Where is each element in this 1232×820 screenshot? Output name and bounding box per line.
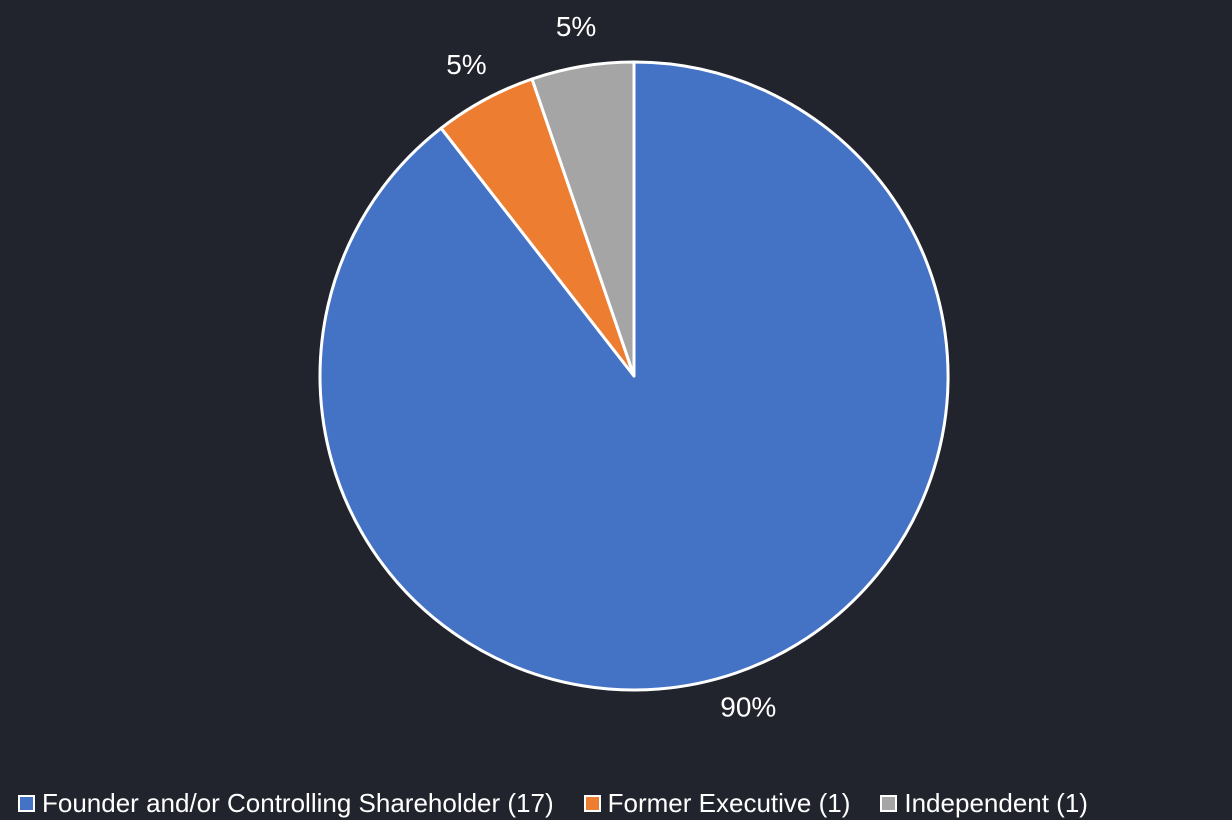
pie-svg: 90% 5% 5% (318, 11, 950, 722)
pie-slice-independent (530, 60, 636, 378)
data-label-founder: 90% (720, 691, 776, 722)
data-label-independent: 5% (556, 11, 596, 42)
legend: Founder and/or Controlling Shareholder (… (18, 788, 1232, 818)
legend-label-independent: Independent (1) (904, 787, 1088, 818)
legend-swatch-independent (880, 794, 898, 812)
legend-item-former-executive: Former Executive (1) (583, 787, 851, 819)
legend-label-founder: Founder and/or Controlling Shareholder (… (42, 787, 554, 818)
data-label-former-executive: 5% (446, 49, 486, 80)
legend-item-founder: Founder and/or Controlling Shareholder (… (18, 788, 554, 819)
legend-swatch-former-executive (583, 794, 601, 812)
legend-label-former-executive: Former Executive (1) (607, 787, 851, 818)
legend-item-independent: Independent (1) (880, 788, 1088, 819)
legend-swatch-founder (18, 794, 35, 812)
